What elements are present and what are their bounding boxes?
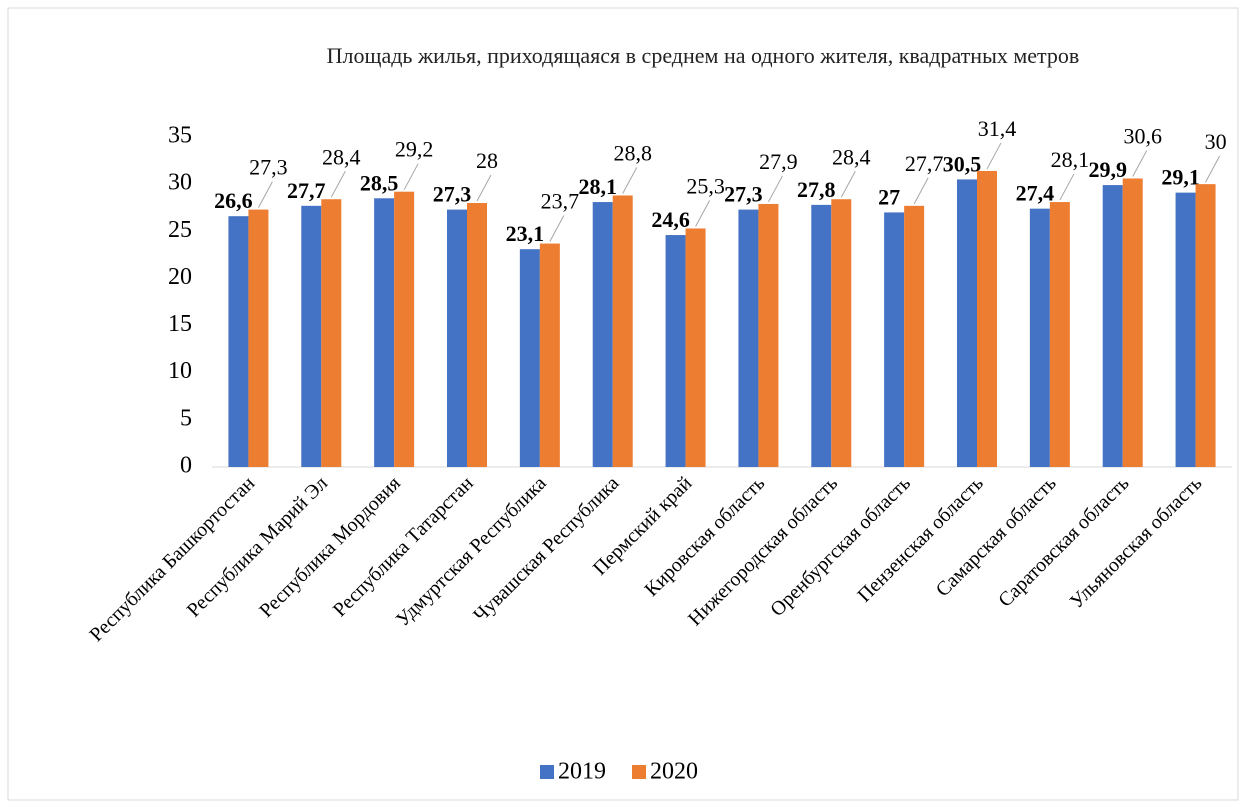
data-label: 27,3 [249,155,288,180]
leader-line [767,175,783,203]
x-tick-label: Кировская область [641,472,770,601]
leader-line [622,167,638,194]
bar [248,209,269,467]
x-tick-label: Самарская область [932,472,1061,601]
x-tick-label: Ульяновская область [1066,472,1207,613]
data-label: 23,7 [541,189,580,214]
x-tick-label: Оренбургская область [766,472,915,621]
data-label: 27,4 [1016,181,1055,206]
leader-line [1132,150,1148,177]
x-tick-label: Удмуртская Республика [392,472,551,631]
data-label: 28,4 [832,144,871,169]
bar [467,203,487,467]
y-tick-label: 15 [168,311,192,337]
leader-line [476,174,492,202]
data-label: 27,3 [433,182,472,207]
bar [301,205,322,468]
leader-line [695,200,711,227]
data-label: 30,6 [1123,124,1162,149]
bar [228,216,249,467]
bar [612,195,633,467]
x-tick-label: Саратовская область [994,472,1133,611]
bar [1029,208,1050,467]
x-tick-label: Республика Марий Эл [183,472,332,621]
y-tick-label: 5 [180,405,192,431]
data-label: 28,8 [613,141,652,166]
data-label: 28 [476,148,498,173]
bar [831,199,852,467]
data-label: 24,6 [651,207,690,232]
leader-line [549,215,565,242]
data-label: 27,7 [905,151,944,176]
data-label: 28,1 [1051,147,1090,172]
x-tick-label: Республика Татарстан [329,472,478,621]
bar [519,249,540,467]
legend-label: 2020 [650,759,698,785]
data-label: 26,6 [214,188,253,213]
bar [811,204,832,467]
leader-line [403,163,419,190]
data-label: 23,1 [506,221,545,246]
data-label: 27,7 [287,178,326,203]
bar [592,202,613,468]
leader-line [257,181,273,208]
leader-line [840,170,856,198]
leader-line [986,142,1002,170]
bar [1122,178,1143,467]
bar [957,179,977,467]
data-label: 28,5 [360,170,399,195]
bar [884,212,905,467]
bar [685,228,706,467]
bar [394,191,415,467]
y-tick-label: 20 [168,264,192,290]
leader-line [913,177,929,205]
data-label: 29,9 [1088,157,1127,182]
bar [1102,185,1123,468]
data-label: 27,3 [724,182,763,207]
legend-swatch [540,765,554,779]
data-label: 30 [1205,129,1227,154]
bar [1049,202,1070,468]
chart-title: Площадь жилья, приходящаяся в среднем на… [326,43,1080,68]
data-label: 30,5 [943,151,982,176]
bar [738,209,759,467]
legend-swatch [632,765,646,779]
y-tick-label: 30 [168,170,192,196]
bar [904,205,925,468]
data-label: 28,1 [578,174,617,199]
bar [665,235,686,467]
bar [374,198,395,468]
data-label: 31,4 [978,116,1017,141]
data-label: 29,1 [1161,165,1200,190]
y-tick-label: 35 [168,123,192,149]
bar [1175,192,1196,467]
x-tick-label: Чувашская Республика [469,472,623,626]
data-label: 27,9 [759,149,798,174]
y-tick-label: 10 [168,358,192,384]
data-label: 29,2 [395,137,434,162]
data-label: 27 [878,184,900,209]
chart-border [7,7,1239,801]
bar [539,243,560,467]
leader-line [1059,173,1075,201]
x-tick-label: Республика Мордовия [255,472,405,622]
data-label: 27,8 [797,177,836,202]
x-tick-label: Пензенская область [853,472,987,606]
y-tick-label: 0 [180,453,192,479]
bar [1195,184,1216,467]
bar [447,209,467,467]
leader-line [1205,155,1221,183]
bar [977,170,997,467]
data-label: 28,4 [322,144,361,169]
data-label: 25,3 [686,174,725,199]
leader-line [330,170,346,198]
bar [758,203,779,467]
legend-label: 2019 [558,759,606,785]
bar [321,199,342,467]
y-tick-label: 25 [168,217,192,243]
x-tick-label: Нижегородская область [684,472,842,630]
